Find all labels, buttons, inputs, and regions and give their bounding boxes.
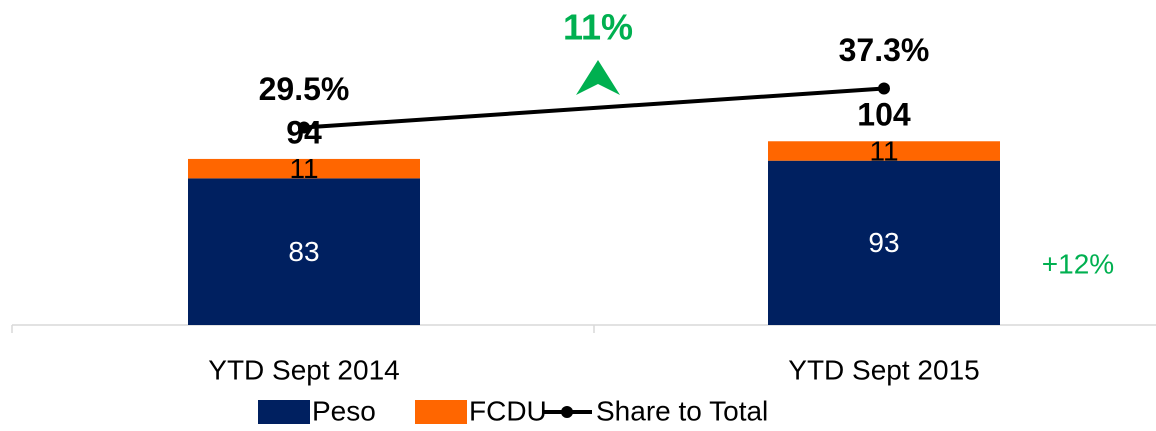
annotation: 11%	[563, 7, 633, 48]
bar-segment	[188, 158, 420, 179]
data-label: 11	[289, 153, 318, 184]
line-label: 29.5%	[259, 71, 350, 107]
legend-label: FCDU	[469, 395, 547, 426]
line	[303, 86, 885, 130]
annotation: +12%	[1042, 248, 1114, 279]
legend-swatch	[415, 400, 467, 424]
bar-segment	[768, 160, 1000, 325]
line-label: 37.3%	[839, 32, 930, 68]
bar-segment	[188, 178, 420, 325]
x-tick-label: YTD Sept 2014	[208, 354, 399, 385]
line-marker	[878, 82, 890, 95]
data-label: 11	[869, 135, 898, 166]
legend-label: Peso	[312, 395, 376, 426]
data-label: 83	[288, 236, 319, 267]
increase-arrow	[576, 60, 620, 95]
legend-swatch	[258, 400, 310, 424]
legend-label: Share to Total	[596, 395, 768, 426]
line-marker	[298, 121, 310, 134]
x-tick-label: YTD Sept 2015	[788, 354, 979, 385]
bar-segment	[768, 141, 1000, 161]
legend-marker	[561, 406, 573, 418]
total-label: 104	[857, 97, 911, 133]
data-label: 93	[868, 227, 899, 258]
